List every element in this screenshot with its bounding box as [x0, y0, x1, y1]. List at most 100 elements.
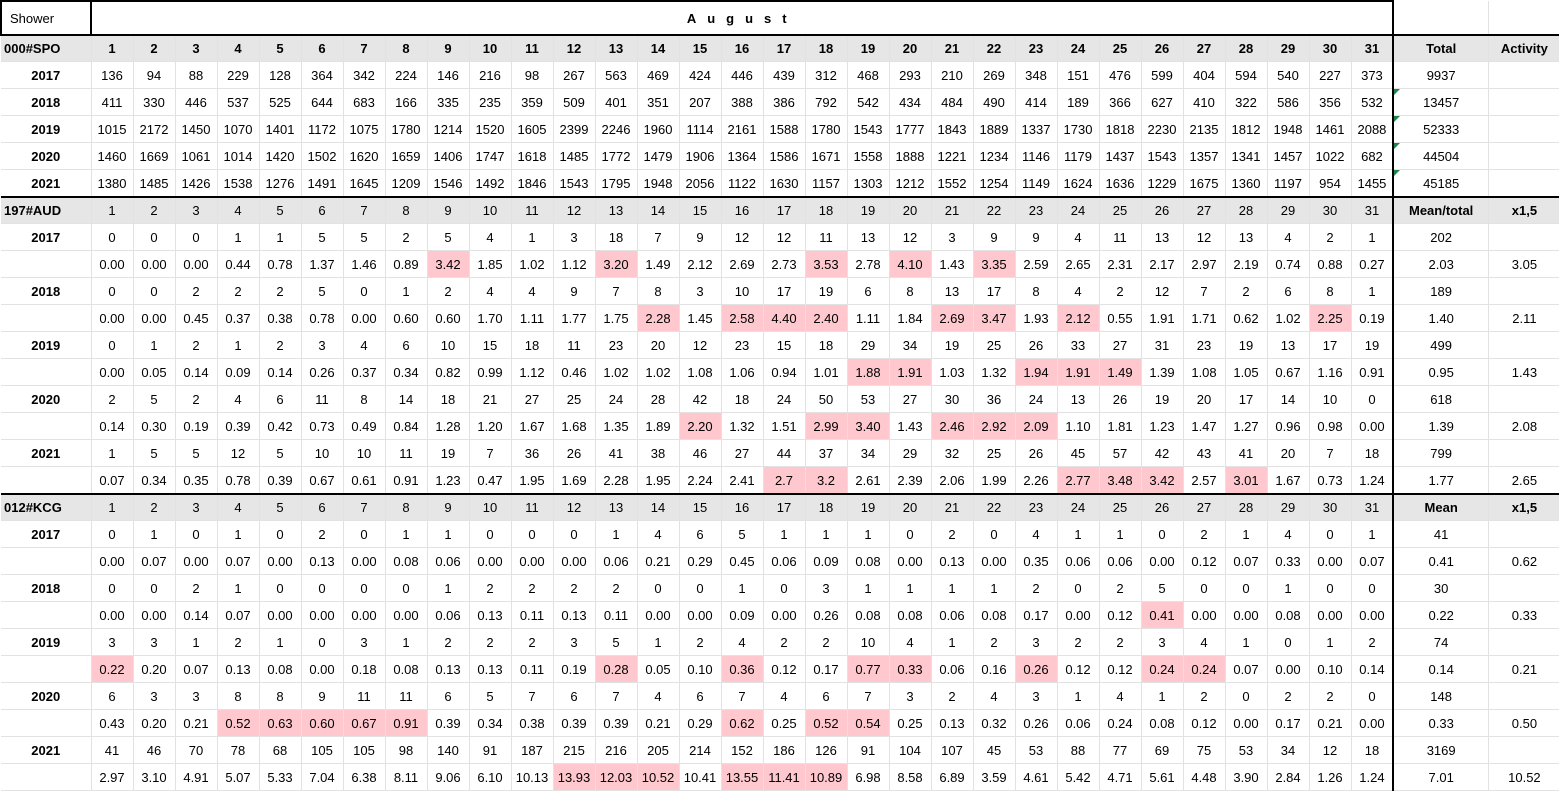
count-cell[interactable]: 1406 — [427, 142, 470, 170]
count-cell[interactable]: 1 — [511, 223, 554, 251]
total-value[interactable]: 3169 — [1392, 736, 1489, 764]
count-cell[interactable]: 19 — [1351, 331, 1394, 359]
day-header[interactable]: 29 — [1267, 34, 1310, 62]
count-cell[interactable]: 18 — [595, 223, 638, 251]
count-cell[interactable]: 6 — [385, 331, 428, 359]
year-cell[interactable]: 2017 — [1, 61, 92, 89]
year-cell[interactable] — [1, 466, 92, 495]
count-cell[interactable]: 4 — [1057, 277, 1100, 305]
count-cell[interactable]: 14 — [385, 385, 428, 413]
rate-cell[interactable]: 1.37 — [301, 250, 344, 278]
count-cell[interactable]: 7 — [1309, 439, 1352, 467]
count-cell[interactable]: 10 — [427, 331, 470, 359]
rate-cell[interactable]: 0.00 — [175, 547, 218, 575]
count-cell[interactable]: 21 — [469, 385, 512, 413]
rate-cell[interactable]: 0.37 — [217, 304, 260, 332]
count-cell[interactable]: 1157 — [805, 169, 848, 198]
count-cell[interactable]: 1114 — [679, 115, 722, 143]
activity-value[interactable]: 10.52 — [1487, 763, 1559, 791]
count-cell[interactable]: 23 — [721, 331, 764, 359]
day-header[interactable]: 28 — [1225, 493, 1268, 521]
count-cell[interactable]: 1276 — [259, 169, 302, 198]
day-header[interactable]: 7 — [343, 196, 386, 224]
rate-cell[interactable]: 0.00 — [343, 547, 386, 575]
count-cell[interactable]: 537 — [217, 88, 260, 116]
day-header[interactable]: 25 — [1099, 493, 1142, 521]
rate-cell-highlighted[interactable]: 3.40 — [847, 412, 890, 440]
count-cell[interactable]: 69 — [1141, 736, 1184, 764]
rate-cell[interactable]: 0.06 — [1099, 547, 1142, 575]
count-cell[interactable]: 1546 — [427, 169, 470, 198]
rate-cell[interactable]: 1.08 — [1183, 358, 1226, 386]
count-cell[interactable]: 3 — [889, 682, 932, 710]
count-cell[interactable]: 1 — [805, 520, 848, 548]
count-cell[interactable]: 2 — [175, 574, 218, 602]
count-cell[interactable]: 1520 — [469, 115, 512, 143]
rate-cell[interactable]: 2.31 — [1099, 250, 1142, 278]
year-cell[interactable]: 2017 — [1, 520, 92, 548]
count-cell[interactable]: 11 — [1099, 223, 1142, 251]
count-cell[interactable]: 4 — [973, 682, 1016, 710]
count-cell[interactable]: 7 — [721, 682, 764, 710]
rate-cell[interactable]: 1.32 — [973, 358, 1016, 386]
count-cell[interactable]: 43 — [1183, 439, 1226, 467]
activity-value[interactable]: 0.33 — [1487, 601, 1559, 629]
rate-cell[interactable]: 6.10 — [469, 763, 512, 791]
activity-value[interactable] — [1487, 142, 1559, 170]
count-cell[interactable]: 29 — [889, 439, 932, 467]
rate-cell[interactable]: 0.61 — [343, 466, 386, 495]
count-cell[interactable]: 3 — [679, 277, 722, 305]
count-cell[interactable]: 0 — [889, 520, 932, 548]
rate-cell-highlighted[interactable]: 2.58 — [721, 304, 764, 332]
rate-cell-highlighted[interactable]: 2.20 — [679, 412, 722, 440]
count-cell[interactable]: 11 — [805, 223, 848, 251]
rate-cell-highlighted[interactable]: 0.63 — [259, 709, 302, 737]
count-cell[interactable]: 2 — [217, 628, 260, 656]
rate-cell[interactable]: 0.00 — [91, 547, 134, 575]
total-value[interactable]: 202 — [1392, 223, 1489, 251]
rate-cell[interactable]: 0.00 — [1225, 601, 1268, 629]
year-cell[interactable]: 2018 — [1, 88, 92, 116]
rate-cell-highlighted[interactable]: 3.42 — [427, 250, 470, 278]
count-cell[interactable]: 26 — [553, 439, 596, 467]
count-cell[interactable]: 4 — [469, 277, 512, 305]
day-header[interactable]: 28 — [1225, 34, 1268, 62]
count-cell[interactable]: 1 — [847, 574, 890, 602]
count-cell[interactable]: 41 — [595, 439, 638, 467]
day-header[interactable]: 28 — [1225, 196, 1268, 224]
rate-cell[interactable]: 0.00 — [301, 655, 344, 683]
count-cell[interactable]: 351 — [637, 88, 680, 116]
rate-cell[interactable]: 1.24 — [1351, 466, 1394, 495]
rate-cell[interactable]: 1.43 — [931, 250, 974, 278]
count-cell[interactable]: 1772 — [595, 142, 638, 170]
rate-cell[interactable]: 6.98 — [847, 763, 890, 791]
rate-cell[interactable]: 2.24 — [679, 466, 722, 495]
day-header[interactable]: 12 — [553, 34, 596, 62]
rate-cell[interactable]: 0.00 — [343, 304, 386, 332]
count-cell[interactable]: 1364 — [721, 142, 764, 170]
rate-cell[interactable]: 2.28 — [595, 466, 638, 495]
rate-cell[interactable]: 1.11 — [511, 304, 554, 332]
count-cell[interactable]: 1457 — [1267, 142, 1310, 170]
rate-cell[interactable]: 0.89 — [385, 250, 428, 278]
count-cell[interactable]: 2088 — [1351, 115, 1394, 143]
count-cell[interactable]: 411 — [91, 88, 134, 116]
rate-cell[interactable]: 0.07 — [1225, 547, 1268, 575]
activity-value[interactable] — [1487, 628, 1559, 656]
rate-cell-highlighted[interactable]: 0.28 — [595, 655, 638, 683]
count-cell[interactable]: 1022 — [1309, 142, 1352, 170]
count-cell[interactable]: 1254 — [973, 169, 1016, 198]
count-cell[interactable]: 1485 — [553, 142, 596, 170]
count-cell[interactable]: 210 — [931, 61, 974, 89]
count-cell[interactable]: 53 — [1015, 736, 1058, 764]
rate-cell[interactable]: 1.89 — [637, 412, 680, 440]
rate-cell[interactable]: 0.09 — [805, 547, 848, 575]
count-cell[interactable]: 98 — [385, 736, 428, 764]
rate-cell[interactable]: 1.08 — [679, 358, 722, 386]
day-header[interactable]: 15 — [679, 34, 722, 62]
mean-value[interactable]: 0.41 — [1392, 547, 1489, 575]
activity-value[interactable] — [1487, 277, 1559, 305]
count-cell[interactable]: 5 — [1141, 574, 1184, 602]
day-header[interactable]: 9 — [427, 493, 470, 521]
count-cell[interactable]: 19 — [805, 277, 848, 305]
